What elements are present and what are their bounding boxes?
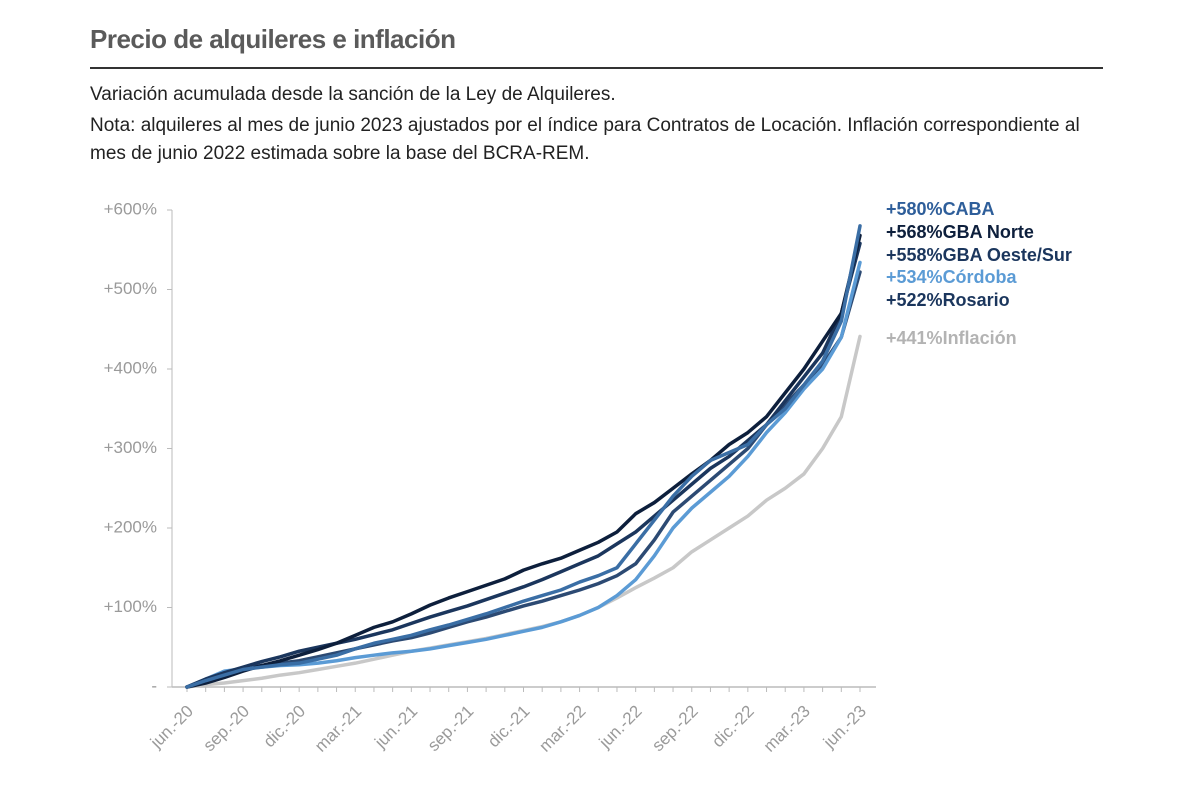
series-line xyxy=(185,233,862,689)
y-tick-label: - xyxy=(151,676,157,695)
x-tick-label: dic.-21 xyxy=(484,702,534,752)
y-tick-label: +300% xyxy=(104,438,157,457)
x-tick-label: mar.-22 xyxy=(535,702,589,756)
x-tick-label: sep.-20 xyxy=(200,702,254,756)
end-value-label: +558% xyxy=(886,245,943,265)
end-label: +534%Córdoba xyxy=(886,267,1018,287)
end-value-label: +580% xyxy=(886,199,943,219)
legend-entry: CABA xyxy=(943,199,995,219)
end-label: +568%GBA Norte xyxy=(886,222,1034,242)
end-label: +522%Rosario xyxy=(886,290,1010,310)
x-tick-label: mar.-21 xyxy=(311,702,365,756)
chart-subtitle: Variación acumulada desde la sanción de … xyxy=(90,84,616,105)
end-value-label: +522% xyxy=(886,290,943,310)
chart-note: Nota: alquileres al mes de junio 2023 aj… xyxy=(90,115,1080,164)
x-tick-label: dic.-22 xyxy=(708,702,758,752)
legend-entry: GBA Oeste/Sur xyxy=(943,245,1072,265)
legend-entry: Inflación xyxy=(943,328,1017,348)
end-label: +558%GBA Oeste/Sur xyxy=(886,245,1072,265)
chart-title: Precio de alquileres e inflación xyxy=(90,24,456,54)
series-line xyxy=(185,260,862,689)
series-line xyxy=(185,270,862,689)
series-line xyxy=(185,224,862,689)
x-tick-label: jun.-22 xyxy=(595,702,646,753)
legend-entry: Córdoba xyxy=(943,267,1018,287)
series-line xyxy=(185,241,862,689)
end-label: +580%CABA xyxy=(886,199,995,219)
end-value-label: +441% xyxy=(886,328,943,348)
x-tick-label: jun.-23 xyxy=(819,702,870,753)
y-tick-label: +400% xyxy=(104,358,157,377)
end-label: +441%Inflación xyxy=(886,328,1017,348)
x-tick-label: mar.-23 xyxy=(760,702,814,756)
x-tick-label: jun.-20 xyxy=(146,702,197,753)
y-tick-label: +500% xyxy=(104,279,157,298)
x-tick-label: sep.-22 xyxy=(648,702,702,756)
y-tick-label: +200% xyxy=(104,517,157,536)
x-tick-label: dic.-20 xyxy=(260,702,310,752)
x-tick-label: jun.-21 xyxy=(370,702,421,753)
end-value-label: +568% xyxy=(886,222,943,242)
end-value-label: +534% xyxy=(886,267,943,287)
legend-entry: Rosario xyxy=(943,290,1010,310)
y-tick-label: +600% xyxy=(104,199,157,218)
series-line xyxy=(185,334,862,689)
title-rule xyxy=(90,67,1103,69)
legend-entry: GBA Norte xyxy=(943,222,1034,242)
x-tick-label: sep.-21 xyxy=(424,702,478,756)
y-tick-label: +100% xyxy=(104,597,157,616)
